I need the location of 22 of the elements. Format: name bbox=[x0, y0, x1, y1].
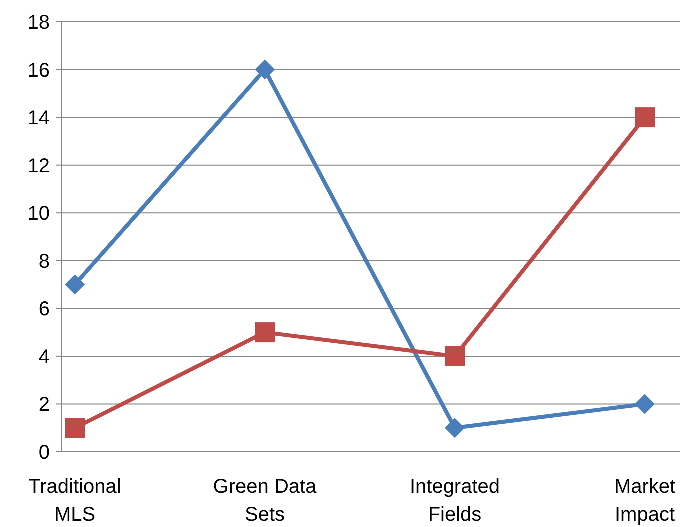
y-tick-label: 16 bbox=[28, 60, 50, 82]
x-tick-label: Market Impact bbox=[614, 476, 676, 526]
x-tick-label: Green Data Sets bbox=[213, 476, 318, 526]
y-tick-label: 2 bbox=[38, 394, 50, 416]
point bbox=[445, 418, 465, 438]
point bbox=[65, 418, 85, 438]
point bbox=[255, 322, 275, 343]
point bbox=[65, 274, 85, 295]
y-tick-label: 0 bbox=[38, 442, 50, 464]
y-tick-label: 12 bbox=[28, 155, 50, 178]
point bbox=[635, 394, 655, 414]
point bbox=[445, 346, 465, 366]
y-tick-label: 4 bbox=[38, 346, 50, 368]
x-tick-label: Integrated Fields bbox=[410, 476, 500, 526]
x-tick-label: Traditional MLS bbox=[28, 476, 122, 526]
y-tick-label: 18 bbox=[28, 12, 50, 34]
y-tick-label: 14 bbox=[28, 108, 50, 130]
point bbox=[255, 60, 275, 80]
y-tick-label: 8 bbox=[38, 250, 50, 273]
y-tick-label: 10 bbox=[28, 203, 50, 226]
y-tick-label: 6 bbox=[38, 298, 50, 321]
point bbox=[635, 108, 655, 128]
